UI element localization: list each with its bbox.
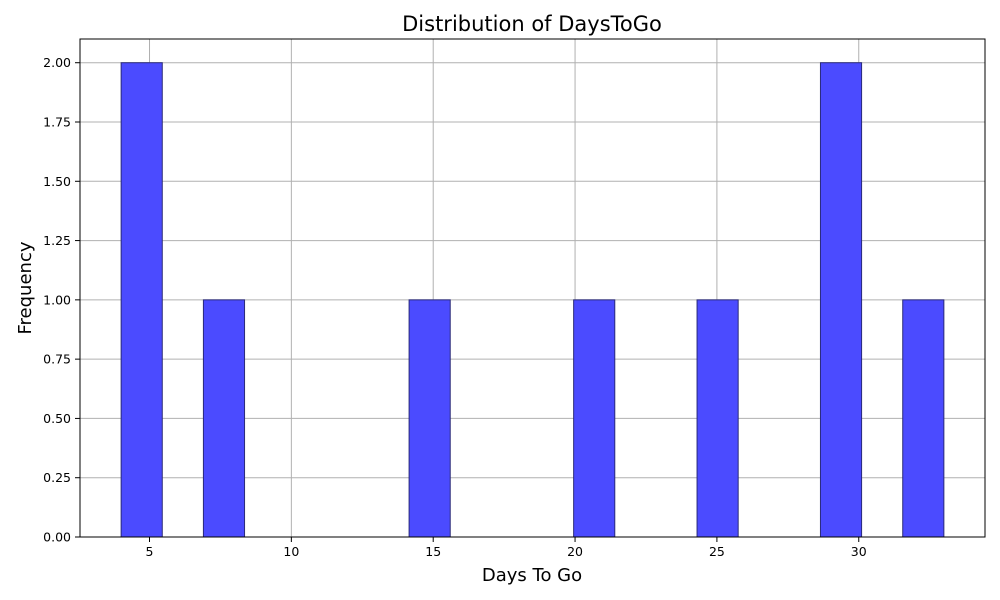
axis-ticks: 5 10 15 20 25 30 0.00 0.25 0.50 0.75 1.00 1.25 1.50 1… bbox=[43, 55, 867, 559]
plot-frame bbox=[79, 38, 986, 538]
y-tick-label: 1.25 bbox=[43, 233, 71, 248]
histogram-bar bbox=[696, 299, 739, 538]
histogram-bar bbox=[819, 62, 863, 538]
histogram-bar bbox=[202, 299, 246, 538]
x-tick-label: 5 bbox=[146, 544, 154, 559]
histogram-bar bbox=[120, 62, 163, 538]
x-axis-label: Days To Go bbox=[482, 565, 582, 586]
x-tick-label: 20 bbox=[567, 544, 583, 559]
chart-title: Distribution of DaysToGo bbox=[402, 12, 662, 36]
x-tick-label: 10 bbox=[283, 544, 299, 559]
y-tick-label: 1.50 bbox=[43, 174, 71, 189]
bars bbox=[120, 62, 945, 538]
x-tick-label: 25 bbox=[709, 544, 725, 559]
y-tick-label: 0.25 bbox=[43, 470, 71, 485]
histogram-bar bbox=[408, 299, 451, 538]
histogram-bar bbox=[902, 299, 945, 538]
y-tick-label: 0.50 bbox=[43, 411, 71, 426]
y-tick-label: 0.00 bbox=[43, 530, 71, 545]
y-tick-label: 2.00 bbox=[43, 55, 71, 70]
y-tick-label: 0.75 bbox=[43, 352, 71, 367]
y-tick-label: 1.75 bbox=[43, 115, 71, 130]
histogram-bar bbox=[573, 299, 616, 538]
x-tick-label: 15 bbox=[425, 544, 441, 559]
x-tick-label: 30 bbox=[851, 544, 867, 559]
y-tick-label: 1.00 bbox=[43, 292, 71, 307]
y-axis-label: Frequency bbox=[15, 241, 36, 334]
